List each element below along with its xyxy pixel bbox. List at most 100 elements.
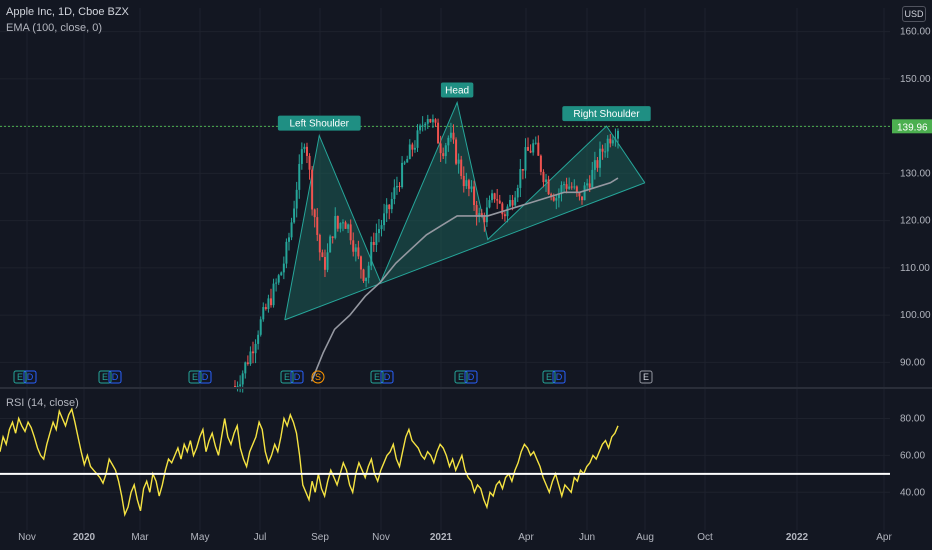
candle-body: [264, 307, 267, 310]
candle-body: [300, 149, 303, 164]
candle-body: [326, 252, 329, 270]
candle-body: [303, 146, 306, 150]
candle: [521, 168, 524, 180]
time-tick-label: Aug: [636, 532, 654, 543]
rsi-tick-label: 60.00: [900, 450, 925, 461]
candle-body: [524, 147, 527, 171]
candle: [565, 177, 568, 194]
candle-body: [475, 205, 478, 217]
candle: [305, 142, 308, 164]
candle: [599, 141, 602, 177]
ema-legend[interactable]: EMA (100, close, 0): [6, 22, 102, 34]
marker-outline: [380, 370, 394, 384]
earnings-marker: E: [542, 370, 556, 384]
candle: [383, 203, 386, 231]
candle-body: [434, 119, 437, 123]
candle-body: [377, 229, 380, 234]
candle-body: [545, 179, 548, 183]
pattern-label: Left Shoulder: [277, 115, 361, 131]
candle: [269, 288, 272, 308]
candle-body: [503, 214, 506, 217]
candle: [334, 207, 337, 240]
candle-body: [321, 252, 324, 257]
candle: [287, 232, 290, 251]
time-tick-label: Apr: [876, 532, 892, 543]
candle-body: [357, 247, 360, 257]
candle-body: [452, 132, 455, 140]
candle-body: [339, 222, 342, 229]
rsi-legend[interactable]: RSI (14, close): [6, 397, 79, 409]
candle: [568, 177, 571, 190]
currency-badge[interactable]: USD: [902, 6, 926, 22]
candle: [532, 139, 535, 156]
candle-body: [455, 139, 458, 164]
candle: [377, 219, 380, 243]
candle-body: [398, 185, 401, 188]
candle: [349, 219, 352, 245]
candle-body: [480, 213, 483, 217]
marker-letter: E: [643, 372, 649, 382]
candle: [298, 154, 301, 199]
dividend-marker: D: [464, 370, 478, 384]
marker-outline: [98, 370, 112, 384]
symbol-title[interactable]: Apple Inc, 1D, Cboe BZX: [6, 6, 129, 18]
time-tick-label: Jun: [579, 532, 595, 543]
candle-body: [236, 386, 239, 388]
candle-body: [557, 193, 560, 199]
candle: [275, 278, 278, 292]
time-tick-label: Oct: [697, 532, 713, 543]
candle-body: [437, 122, 440, 144]
rsi-tick-label: 40.00: [900, 487, 925, 498]
candle: [251, 341, 254, 364]
marker-outline: [280, 370, 294, 384]
candle-body: [570, 186, 573, 188]
time-tick-label: Nov: [18, 532, 36, 543]
candle-body: [462, 175, 465, 187]
candle: [362, 268, 365, 283]
candle-body: [429, 119, 432, 123]
candle-body: [601, 148, 604, 152]
candle: [282, 256, 285, 280]
candle: [359, 255, 362, 279]
candle: [249, 346, 252, 366]
marker-letter: E: [284, 372, 290, 382]
pattern-label-bg: [440, 82, 474, 98]
candle: [259, 316, 262, 337]
candle: [323, 249, 326, 278]
candle: [280, 271, 283, 276]
candle: [264, 303, 267, 311]
candle: [267, 294, 270, 313]
candle-body: [408, 144, 411, 159]
candle-body: [311, 169, 314, 210]
candle: [303, 143, 306, 153]
time-tick-label: 2022: [786, 532, 809, 543]
candle: [493, 192, 496, 203]
candle-body: [506, 206, 509, 217]
candle: [331, 236, 334, 244]
candle-body: [267, 298, 270, 310]
marker-letter: E: [458, 372, 464, 382]
candle-body: [478, 213, 481, 217]
candle-body: [439, 143, 442, 154]
candle: [478, 207, 481, 223]
marker-letter: D: [556, 372, 563, 382]
candle-body: [614, 138, 617, 141]
ema-line: [310, 177, 619, 382]
ema-series: [310, 177, 619, 382]
candle-body: [575, 186, 578, 193]
candle-body: [514, 197, 517, 206]
candle: [372, 232, 375, 252]
price-axis[interactable]: 90.00100.00110.00120.00130.00140.00150.0…: [892, 27, 932, 499]
candle: [545, 173, 548, 192]
candle: [501, 201, 504, 220]
marker-letter: E: [102, 372, 108, 382]
candle-body: [611, 140, 614, 144]
rsi-line: [0, 407, 619, 517]
candle: [367, 261, 370, 284]
candle: [614, 128, 617, 147]
candle-body: [275, 282, 278, 284]
time-axis[interactable]: Nov 2020 Mar May Jul Sep Nov 2021 Apr Jun Aug Oct 20…: [18, 532, 892, 543]
pattern-label-text: Right Shoulder: [573, 109, 640, 120]
